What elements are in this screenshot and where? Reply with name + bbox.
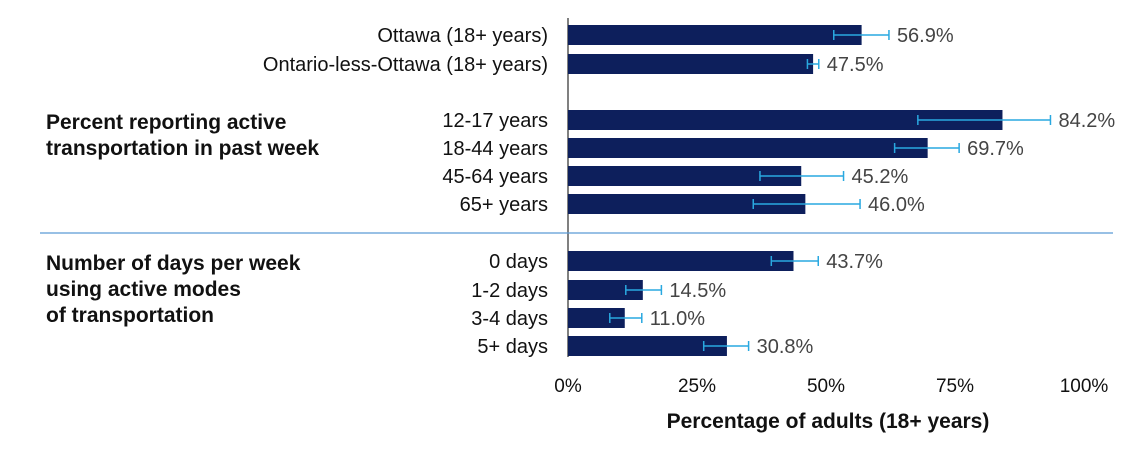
category-label: 18-44 years (442, 138, 548, 160)
data-label: 46.0% (868, 194, 925, 216)
data-label: 84.2% (1058, 110, 1115, 132)
data-label: 56.9% (897, 25, 954, 47)
category-label: Ontario-less-Ottawa (18+ years) (263, 54, 548, 76)
group-label-line: transportation in past week (46, 137, 320, 160)
bar (568, 25, 862, 45)
data-label: 69.7% (967, 138, 1024, 160)
data-label: 47.5% (827, 54, 884, 76)
data-label: 30.8% (757, 336, 814, 358)
category-label: 3-4 days (471, 308, 548, 330)
group-label-line: Number of days per week (46, 252, 301, 275)
data-label: 11.0% (650, 308, 705, 330)
group-label-line: using active modes (46, 278, 241, 301)
x-tick-label: 100% (1060, 376, 1109, 397)
data-label: 43.7% (826, 251, 883, 273)
category-label: 45-64 years (442, 166, 548, 188)
bar (568, 251, 794, 271)
data-label: 45.2% (852, 166, 909, 188)
bar (568, 138, 928, 158)
category-label: 12-17 years (442, 110, 548, 132)
data-label: 14.5% (669, 280, 726, 302)
category-label: 65+ years (460, 194, 548, 216)
category-label: 1-2 days (471, 280, 548, 302)
group-label-line: Percent reporting active (46, 111, 287, 134)
bar (568, 166, 802, 186)
bar (568, 336, 727, 356)
x-tick-label: 50% (807, 376, 845, 397)
group-label-days-per-week: Number of days per week using active mod… (46, 251, 300, 329)
x-tick-label: 0% (554, 376, 582, 397)
x-axis-title: Percentage of adults (18+ years) (667, 410, 990, 433)
bar (568, 308, 625, 328)
group-label-line: of transportation (46, 304, 214, 327)
bar (568, 54, 814, 74)
bar (568, 110, 1003, 130)
bar (568, 280, 643, 300)
category-label: Ottawa (18+ years) (377, 25, 548, 47)
x-tick-label: 25% (678, 376, 716, 397)
category-label: 0 days (489, 251, 548, 273)
x-tick-label: 75% (936, 376, 974, 397)
group-label-active-transportation: Percent reporting active transportation … (46, 110, 319, 162)
category-label: 5+ days (477, 336, 548, 358)
bar (568, 194, 806, 214)
